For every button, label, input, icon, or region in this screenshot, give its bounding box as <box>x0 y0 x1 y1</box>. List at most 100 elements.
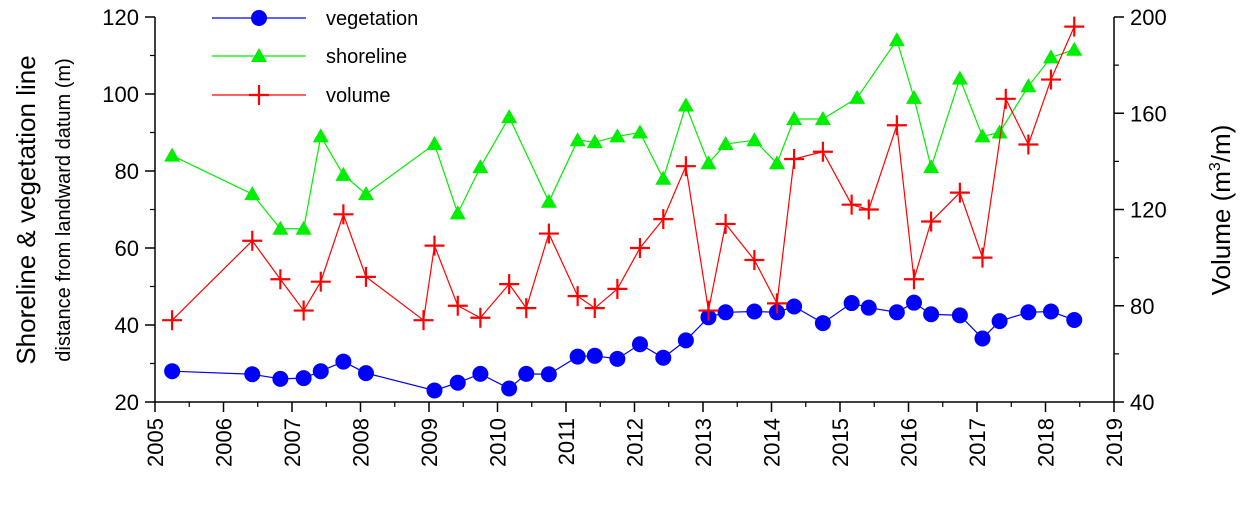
point-vegetation <box>449 374 466 391</box>
point-shoreline <box>677 97 694 112</box>
point-volume <box>567 286 588 307</box>
point-volume <box>784 148 805 169</box>
y-right-tick-label: 120 <box>1130 198 1167 223</box>
point-volume <box>812 141 833 162</box>
point-shoreline <box>335 166 352 181</box>
x-tick-label: 2015 <box>828 418 853 467</box>
point-volume <box>886 115 907 136</box>
point-vegetation <box>631 336 648 353</box>
point-shoreline <box>905 89 922 104</box>
point-vegetation <box>1020 304 1037 321</box>
point-vegetation <box>426 382 443 399</box>
point-vegetation <box>1066 311 1083 328</box>
point-shoreline <box>923 159 940 174</box>
point-vegetation <box>655 349 672 366</box>
point-volume <box>972 247 993 268</box>
point-volume <box>470 307 491 328</box>
y-axis-right-title: Volume (m3/m) <box>1206 125 1236 296</box>
y-right-tick-label: 200 <box>1130 5 1167 30</box>
point-volume <box>949 182 970 203</box>
point-volume <box>995 88 1016 109</box>
point-volume <box>242 230 263 251</box>
point-vegetation <box>888 304 905 321</box>
point-shoreline <box>586 134 603 149</box>
point-vegetation <box>905 294 922 311</box>
point-volume <box>653 209 674 230</box>
point-vegetation <box>164 363 181 380</box>
point-vegetation <box>540 366 557 383</box>
series-line-shoreline <box>171 38 1075 230</box>
y-left-tick-label: 60 <box>115 236 139 261</box>
point-shoreline <box>540 193 557 208</box>
point-shoreline <box>426 136 443 151</box>
x-tick-label: 2016 <box>897 418 922 467</box>
legend-item-volume: volume <box>212 85 390 107</box>
series-layer <box>162 16 1085 399</box>
point-vegetation <box>244 366 261 383</box>
y-left-tick-label: 120 <box>102 5 139 30</box>
point-vegetation <box>609 350 626 367</box>
point-shoreline <box>768 155 785 170</box>
legend-marker-shoreline <box>251 48 267 62</box>
x-tick-label: 2007 <box>280 418 305 467</box>
point-volume <box>310 271 331 292</box>
point-shoreline <box>609 128 626 143</box>
point-shoreline <box>951 70 968 85</box>
point-volume <box>766 293 787 314</box>
point-shoreline <box>655 170 672 185</box>
point-shoreline <box>786 111 803 126</box>
point-shoreline <box>717 136 734 151</box>
legend-label-volume: volume <box>326 85 390 107</box>
point-volume <box>516 298 537 319</box>
x-tick-label: 2006 <box>212 418 237 467</box>
point-shoreline <box>888 32 905 47</box>
point-vegetation <box>786 298 803 315</box>
legend-item-shoreline: shoreline <box>212 46 407 68</box>
series-volume <box>162 16 1085 331</box>
point-volume <box>903 269 924 290</box>
point-vegetation <box>312 363 329 380</box>
point-shoreline <box>501 109 518 124</box>
series-vegetation <box>164 294 1083 399</box>
point-shoreline <box>631 124 648 139</box>
legend-label-shoreline: shoreline <box>326 46 407 68</box>
legend-label-vegetation: vegetation <box>326 8 418 30</box>
legend-item-vegetation: vegetation <box>212 8 418 30</box>
x-tick-label: 2017 <box>965 418 990 467</box>
x-tick-label: 2009 <box>417 418 442 467</box>
legend-marker-vegetation <box>251 10 267 26</box>
point-vegetation <box>518 365 535 382</box>
x-tick-label: 2019 <box>1102 418 1127 467</box>
point-volume <box>607 278 628 299</box>
point-volume <box>413 310 434 331</box>
y-left-tick-label: 80 <box>115 159 139 184</box>
point-vegetation <box>501 380 518 397</box>
point-shoreline <box>449 205 466 220</box>
point-vegetation <box>335 353 352 370</box>
point-volume <box>538 223 559 244</box>
point-shoreline <box>814 111 831 126</box>
point-volume <box>499 274 520 295</box>
point-shoreline <box>1066 41 1083 56</box>
y-axis-left-title: Shoreline & vegetation line <box>11 55 41 364</box>
point-volume <box>675 156 696 177</box>
point-vegetation <box>677 332 694 349</box>
point-vegetation <box>974 330 991 347</box>
point-vegetation <box>295 370 312 387</box>
point-vegetation <box>991 313 1008 330</box>
point-volume <box>698 300 719 321</box>
point-vegetation <box>1042 303 1059 320</box>
point-shoreline <box>472 159 489 174</box>
x-tick-label: 2011 <box>554 418 579 465</box>
x-tick-label: 2010 <box>486 418 511 467</box>
point-volume <box>841 194 862 215</box>
point-volume <box>858 199 879 220</box>
point-shoreline <box>991 124 1008 139</box>
y-right-tick-label: 160 <box>1130 101 1167 126</box>
point-volume <box>355 266 376 287</box>
x-tick-label: 2008 <box>349 418 374 467</box>
point-vegetation <box>357 365 374 382</box>
y-left-tick-label: 40 <box>115 313 139 338</box>
point-shoreline <box>295 220 312 235</box>
point-volume <box>715 213 736 234</box>
